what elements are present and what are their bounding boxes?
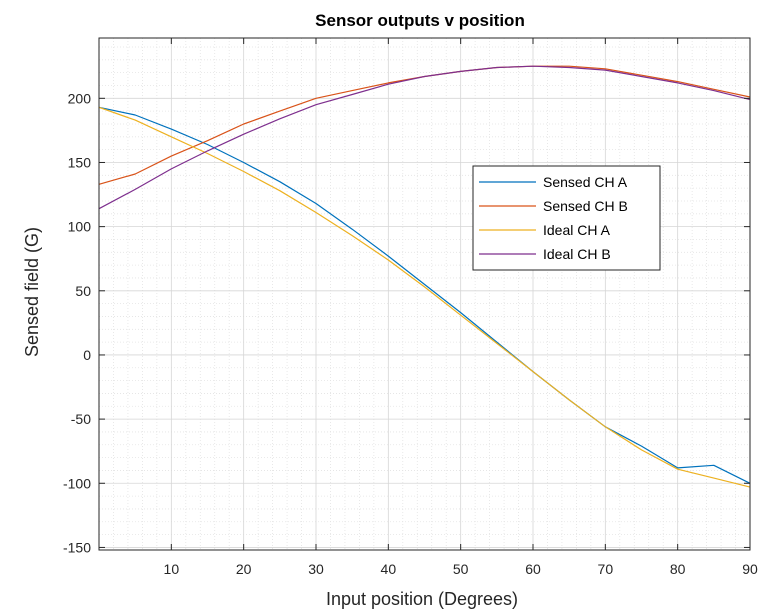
y-tick-label: -100 — [63, 475, 91, 491]
y-tick-label: 0 — [83, 347, 91, 363]
legend-label-ideal-ch-b: Ideal CH B — [543, 246, 611, 262]
series-line-ideal-ch-b — [98, 65, 751, 210]
x-tick-label: 10 — [164, 561, 180, 577]
y-axis-label: Sensed field (G) — [22, 227, 42, 357]
x-tick-label: 20 — [236, 561, 252, 577]
legend-label-sensed-ch-a: Sensed CH A — [543, 174, 628, 190]
y-tick-label: 200 — [68, 90, 92, 106]
y-tick-label: -150 — [63, 539, 91, 555]
y-tick-label: -50 — [71, 411, 91, 427]
x-tick-label: 80 — [670, 561, 686, 577]
y-tick-label: 100 — [68, 219, 92, 235]
x-tick-label: 50 — [453, 561, 469, 577]
y-tick-label: 50 — [75, 283, 91, 299]
x-tick-label: 60 — [525, 561, 541, 577]
legend-label-ideal-ch-a: Ideal CH A — [543, 222, 611, 238]
legend-box — [472, 165, 661, 271]
tick-labels: 10 20 30 40 50 60 70 80 90 -150 -100 -50 0 50 100 150 20… — [63, 90, 758, 577]
y-tick-label: 150 — [68, 154, 92, 170]
x-tick-label: 40 — [381, 561, 397, 577]
x-axis-label: Input position (Degrees) — [326, 589, 518, 609]
axes-box — [98, 37, 751, 551]
minor-grid — [99, 38, 750, 550]
x-tick-label: 30 — [308, 561, 324, 577]
series-line-sensed-ch-a — [98, 106, 751, 484]
ticks — [99, 38, 751, 550]
x-tick-label: 70 — [598, 561, 614, 577]
legend-label-sensed-ch-b: Sensed CH B — [543, 198, 628, 214]
legend: Sensed CH A Sensed CH B Ideal CH A Ideal… — [472, 165, 661, 271]
series-line-ideal-ch-a — [98, 106, 751, 488]
series-layer — [98, 65, 751, 488]
chart-title: Sensor outputs v position — [315, 11, 525, 30]
x-tick-label: 90 — [742, 561, 758, 577]
